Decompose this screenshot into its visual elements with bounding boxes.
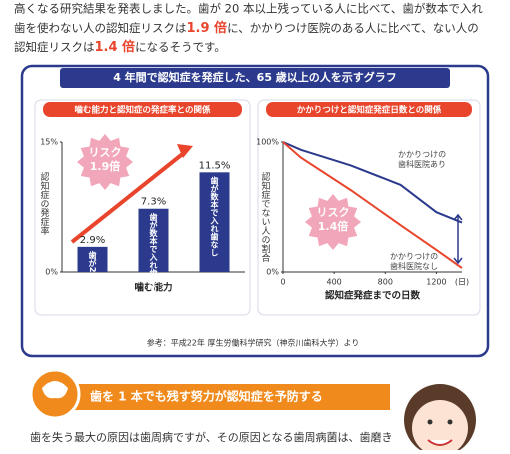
y-axis-label: 認知症でない人の割合 bbox=[260, 171, 271, 263]
value-label: 11.5% bbox=[199, 160, 231, 171]
x-axis-label: 噛む能力 bbox=[134, 282, 172, 294]
chart-title-bar bbox=[266, 102, 472, 117]
value-label: 7.3% bbox=[141, 197, 166, 208]
wrapped-label: リスク 1.4倍 bbox=[316, 206, 350, 233]
wrapped-label: かかりつけの歯科医院あり bbox=[398, 150, 447, 169]
category-label: 歯が数本で入れ歯あり bbox=[148, 212, 158, 293]
label: リスク 1.9倍 bbox=[88, 146, 122, 173]
intro-line: 高くなる研究結果を発表しました。歯が 20 本以上残っている人に比べて、歯が数本… bbox=[14, 2, 483, 16]
y-tick-label: 0% bbox=[266, 268, 279, 277]
burst bbox=[77, 134, 133, 190]
label: かかりつけの歯科医院なし bbox=[390, 252, 439, 271]
wrapped-label: リスク 1.9倍 bbox=[88, 146, 122, 173]
x-tick-label: 800 bbox=[378, 278, 393, 287]
x-unit: (日) bbox=[455, 278, 469, 287]
x-axis-label: 認知症発症までの日数 bbox=[325, 290, 421, 302]
label: リスク 1.4倍 bbox=[316, 206, 350, 233]
line-series bbox=[282, 141, 463, 269]
y-axis-label: 認知症の発症率 bbox=[39, 171, 50, 236]
value-label: 2.9% bbox=[80, 235, 105, 246]
face-illustration bbox=[404, 384, 476, 454]
intro-line: 歯を使わない人の認知症リスクは1.9 倍に、かかりつけ医院のある人に比べて、ない… bbox=[14, 20, 479, 36]
wrapped-label: かかりつけの歯科医院なし bbox=[390, 252, 439, 271]
y-tick-label: 15% bbox=[40, 138, 58, 147]
x-tick-label: 0 bbox=[280, 278, 285, 287]
label: かかりつけの歯科医院あり bbox=[398, 150, 447, 169]
banner-text: 歯を 1 本でも残す努力が認知症を予防する bbox=[90, 389, 323, 404]
y-tick-label: 100% bbox=[256, 138, 279, 147]
chart-title: 噛む能力と認知症の発症率との関係 bbox=[75, 105, 211, 116]
panel-header bbox=[60, 68, 450, 88]
banner bbox=[40, 384, 390, 410]
bar bbox=[138, 208, 169, 272]
chart-title: かかりつけと認知症発症日数との関係 bbox=[297, 105, 442, 116]
x-tick-label: 400 bbox=[327, 278, 342, 287]
arrow-head bbox=[177, 144, 193, 158]
arrow bbox=[70, 150, 187, 244]
intro-line: 認知症リスクは1.4 倍になるそうです。 bbox=[14, 39, 226, 55]
chart-box bbox=[257, 99, 481, 316]
x-tick-label: 1200 bbox=[426, 278, 446, 287]
category-label: 歯が数本で入れ歯なし bbox=[209, 175, 219, 256]
source: 参考：平成22年 厚生労働科学研究（神奈川歯科大学）より bbox=[147, 338, 360, 348]
bar bbox=[199, 172, 230, 272]
line-series bbox=[282, 141, 463, 224]
body-text: 歯を失う最大の原因は歯周病ですが、その原因となる歯周病菌は、歯磨き bbox=[30, 430, 392, 444]
tooth-icon bbox=[42, 381, 68, 399]
y-tick-label: 0% bbox=[45, 268, 58, 277]
burst bbox=[305, 194, 361, 250]
range-arrow bbox=[453, 213, 463, 265]
bar bbox=[77, 246, 108, 272]
category-label: 歯が20本以上 bbox=[88, 250, 97, 302]
chart-title-bar bbox=[43, 102, 242, 117]
panel-title: 4 年間で認知症を発症した、65 歳以上の人を示すグラフ bbox=[113, 70, 397, 84]
